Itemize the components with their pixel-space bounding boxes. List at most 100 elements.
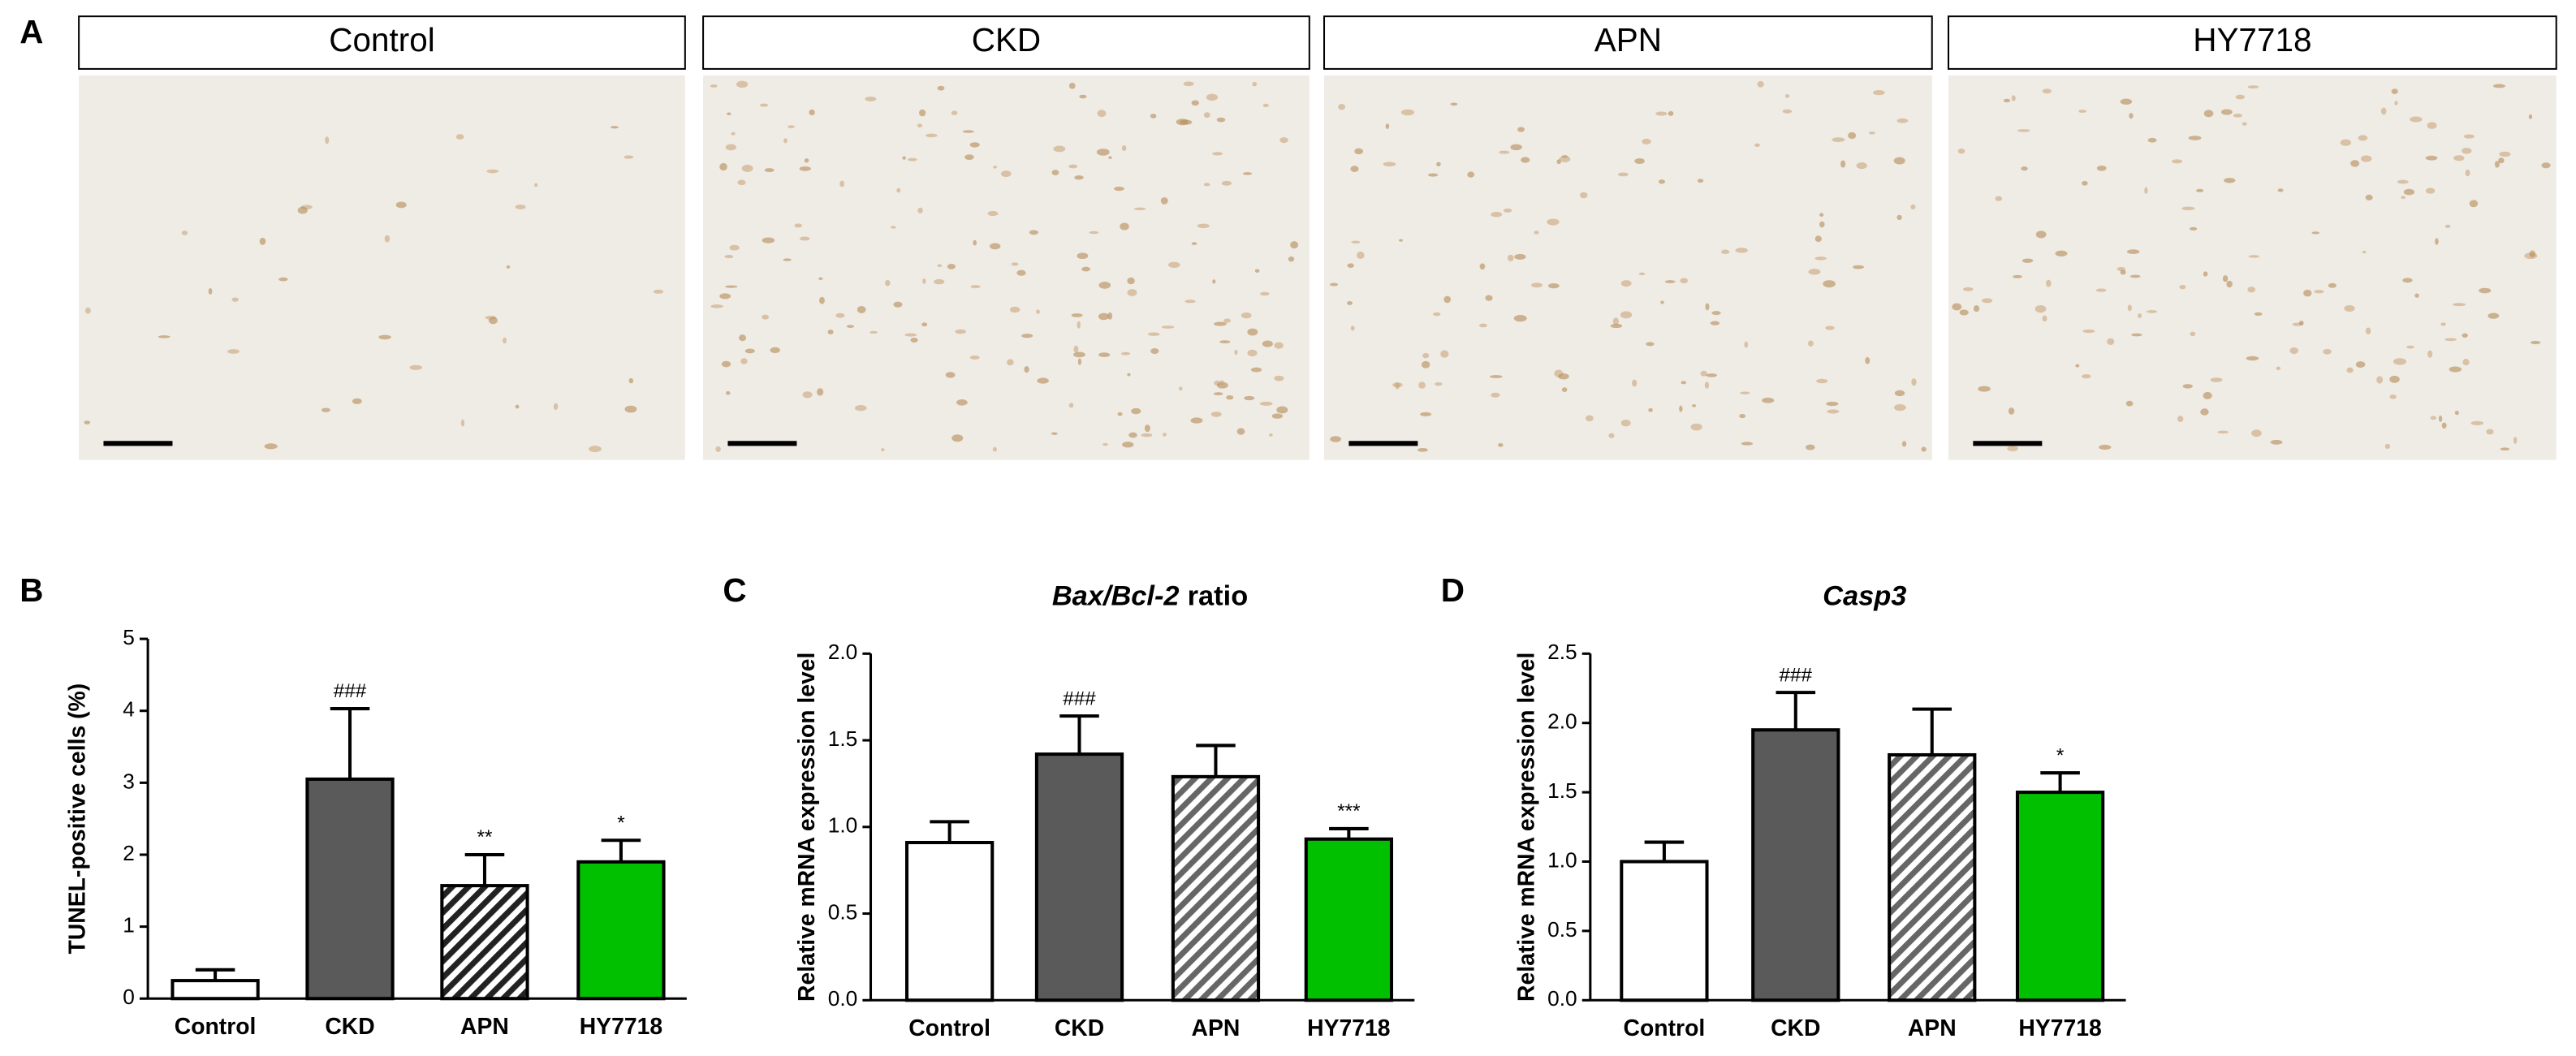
stain-spot — [1074, 175, 1084, 180]
stain-spot — [1016, 269, 1026, 276]
stain-spot — [869, 330, 878, 334]
stain-spot — [2499, 151, 2511, 157]
stain-spot — [809, 109, 815, 116]
stain-spot — [2022, 258, 2034, 263]
stain-spot — [2235, 94, 2246, 100]
stain-spot — [1007, 359, 1014, 366]
stain-spot — [724, 255, 734, 259]
stain-spot — [1690, 423, 1702, 431]
y-tick-label: 3 — [123, 769, 135, 793]
x-tick-label: Control — [908, 1015, 990, 1041]
stain-spot — [2042, 315, 2047, 322]
stain-spot — [1868, 131, 1875, 135]
stain-spot — [1491, 392, 1500, 398]
y-tick-label: 0 — [123, 985, 135, 1009]
stain-spot — [2541, 162, 2551, 169]
stain-spot — [1097, 110, 1107, 118]
stain-spot — [1418, 381, 1426, 389]
stain-spot — [2172, 159, 2182, 164]
stain-spot — [947, 264, 956, 269]
stain-spot — [881, 448, 885, 451]
stain-spot — [1260, 291, 1270, 296]
stain-spot — [1896, 118, 1909, 123]
stain-spot — [1068, 164, 1078, 169]
stain-spot — [827, 330, 834, 335]
stain-spot — [1517, 127, 1525, 132]
stain-spot — [1428, 173, 1439, 177]
stain-spot — [2210, 377, 2223, 382]
stain-spot — [799, 166, 811, 171]
stain-spot — [1503, 208, 1512, 213]
stain-spot — [1823, 280, 1836, 288]
stain-spot — [2444, 338, 2457, 342]
stain-spot — [2247, 287, 2256, 293]
stain-spot — [1420, 412, 1432, 416]
stain-spot — [839, 180, 844, 187]
stain-spot — [1077, 252, 1089, 260]
x-tick-label: Control — [1624, 1015, 1706, 1041]
stain-spot — [2013, 274, 2022, 278]
stain-spot — [1071, 313, 1083, 317]
stain-spot — [1422, 352, 1430, 359]
stain-spot — [1120, 351, 1131, 356]
stain-spot — [2328, 282, 2337, 288]
stain-spot — [2200, 408, 2209, 416]
image-header: APN — [1594, 21, 1662, 58]
stain-spot — [2462, 333, 2468, 338]
stain-spot — [1180, 119, 1193, 125]
stain-spot — [2401, 196, 2406, 200]
stain-spot — [1203, 183, 1210, 187]
stain-spot — [1521, 157, 1530, 163]
stain-spot — [2531, 340, 2541, 345]
stain-spot — [2224, 178, 2236, 183]
stain-spot — [2425, 155, 2438, 161]
stain-spot — [1610, 323, 1623, 329]
stain-spot — [1276, 406, 1288, 414]
stain-spot — [1081, 266, 1090, 272]
stain-spot — [1398, 239, 1403, 242]
stain-spot — [2365, 194, 2373, 200]
stain-spot — [2462, 148, 2472, 154]
stain-spot — [1840, 160, 1846, 168]
stain-spot — [1351, 240, 1361, 244]
stain-spot — [2277, 188, 2284, 192]
stain-spot — [2222, 275, 2229, 282]
y-tick-label: 2 — [123, 841, 135, 865]
stain-spot — [1279, 137, 1288, 144]
stain-spot — [1262, 340, 1273, 347]
stain-spot — [719, 162, 727, 171]
stain-spot — [2438, 415, 2443, 422]
stain-spot — [1330, 282, 1339, 287]
stain-spot — [2120, 269, 2126, 275]
stain-spot — [1514, 253, 1526, 260]
stain-spot — [1242, 172, 1253, 175]
stain-spot — [624, 155, 634, 159]
stain-spot — [725, 144, 736, 151]
y-tick-label: 0.5 — [1547, 917, 1577, 942]
stain-spot — [2138, 313, 2142, 318]
stain-spot — [2427, 350, 2433, 358]
stain-spot — [2055, 250, 2068, 256]
stain-spot — [2389, 394, 2397, 399]
stain-spot — [764, 168, 775, 173]
stain-spot — [1107, 312, 1113, 320]
stain-spot — [1617, 172, 1629, 177]
stain-spot — [1250, 367, 1262, 373]
stain-spot — [1978, 386, 1991, 392]
stain-spot — [2314, 290, 2324, 294]
significance-mark: ### — [1780, 664, 1813, 686]
stain-spot — [384, 235, 390, 243]
stain-spot — [2131, 333, 2142, 337]
stain-spot — [1710, 321, 1720, 325]
micrograph — [79, 75, 685, 460]
stain-spot — [783, 258, 792, 261]
stain-spot — [2449, 366, 2462, 373]
stain-spot — [910, 338, 918, 343]
stain-spot — [1467, 171, 1475, 178]
x-tick-label: Control — [175, 1014, 257, 1040]
significance-mark: *** — [1337, 800, 1361, 822]
stain-spot — [1098, 282, 1111, 289]
stain-spot — [1608, 433, 1615, 438]
y-tick-label: 4 — [123, 697, 135, 722]
stain-spot — [1021, 334, 1033, 338]
